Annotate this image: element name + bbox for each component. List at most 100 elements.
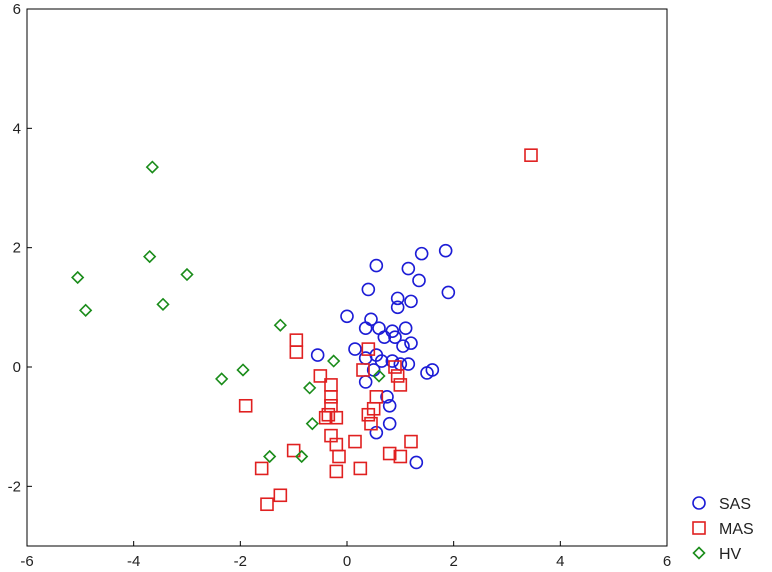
series-mas <box>238 148 538 512</box>
mas-point <box>393 449 408 464</box>
sas-point <box>390 291 405 306</box>
hv-point <box>327 354 341 368</box>
mas-point <box>321 407 336 422</box>
sas-point <box>409 455 424 470</box>
hv-point <box>236 363 250 377</box>
sas-point <box>369 258 384 273</box>
y-tick-label: 6 <box>13 1 21 18</box>
hv-point <box>180 267 194 282</box>
legend-label-hv: HV <box>719 546 742 563</box>
mas-point <box>361 407 376 422</box>
mas-point <box>289 345 304 359</box>
mas-point <box>329 410 344 425</box>
mas-point <box>388 360 402 374</box>
mas-point <box>361 342 376 356</box>
mas-point <box>318 410 333 425</box>
sas-point <box>401 357 416 371</box>
mas-point <box>524 148 538 162</box>
x-tick-label: -2 <box>234 553 247 570</box>
hv-point <box>263 449 277 464</box>
y-tick-label: 2 <box>13 240 21 257</box>
sas-point <box>396 339 410 353</box>
sas-point <box>401 261 416 276</box>
mas-point <box>356 363 370 377</box>
legend-item-mas: MAS <box>692 521 754 538</box>
sas-point <box>380 390 394 404</box>
legend-marker-hv <box>692 546 706 560</box>
legend-label-sas: SAS <box>719 496 751 513</box>
mas-point <box>324 398 338 413</box>
x-tick-label: 0 <box>343 553 351 570</box>
mas-point <box>313 369 328 383</box>
y-tick-label: 4 <box>13 120 21 137</box>
sas-point <box>382 416 397 431</box>
hv-point <box>295 449 309 464</box>
y-tick-label: -2 <box>8 478 21 495</box>
sas-point <box>372 321 386 336</box>
legend: SAS MAS HV <box>692 496 754 563</box>
legend-marker-mas <box>692 521 706 535</box>
sas-point <box>398 321 413 336</box>
legend-label-mas: MAS <box>719 521 754 538</box>
series-hv <box>71 160 386 464</box>
mas-point <box>324 390 338 404</box>
x-tick-label: 2 <box>449 553 457 570</box>
sas-point <box>340 309 354 324</box>
mas-point <box>238 398 253 413</box>
hv-point <box>305 417 319 431</box>
data-points <box>71 148 538 512</box>
y-axis: -2 0 2 4 6 <box>8 1 32 495</box>
sas-point <box>404 294 418 309</box>
x-tick-label: -4 <box>127 553 140 570</box>
mas-point <box>329 464 344 479</box>
x-axis: -6 -4 -2 0 2 4 6 <box>20 541 671 570</box>
mas-point <box>260 497 274 512</box>
x-tick-label: -6 <box>20 553 33 570</box>
mas-point <box>273 488 288 503</box>
sas-point <box>412 273 426 288</box>
sas-point <box>441 285 456 300</box>
hv-point <box>303 381 317 395</box>
sas-point <box>404 336 418 350</box>
mas-point <box>332 449 346 464</box>
sas-point <box>358 351 373 365</box>
mas-point <box>390 369 405 383</box>
sas-point <box>358 321 373 336</box>
hv-point <box>273 318 287 332</box>
y-tick-label: 0 <box>13 359 21 376</box>
legend-item-hv: HV <box>692 546 742 563</box>
plot-area-frame <box>26 8 668 547</box>
hv-point <box>156 297 170 311</box>
sas-point <box>382 398 397 413</box>
sas-point <box>438 243 453 258</box>
sas-point <box>358 375 373 389</box>
sas-point <box>390 300 405 315</box>
hv-point <box>215 372 229 386</box>
mas-point <box>353 461 368 476</box>
sas-point <box>414 246 429 261</box>
mas-point <box>289 333 304 347</box>
sas-point <box>361 282 376 297</box>
x-tick-label: 4 <box>556 553 564 570</box>
mas-point <box>404 434 418 449</box>
mas-point <box>364 416 378 431</box>
sas-point <box>420 366 434 380</box>
legend-item-sas: SAS <box>692 496 751 513</box>
sas-point <box>388 330 402 344</box>
hv-point <box>143 249 157 264</box>
mas-point <box>348 434 362 449</box>
legend-marker-sas <box>692 496 706 510</box>
mas-point <box>286 443 301 458</box>
hv-point <box>372 369 386 383</box>
mas-point <box>393 378 408 392</box>
x-tick-label: 6 <box>663 553 671 570</box>
hv-point <box>71 270 85 285</box>
hv-point <box>79 303 93 317</box>
sas-point <box>377 330 392 344</box>
sas-point <box>348 342 362 356</box>
mas-point <box>254 461 269 476</box>
hv-point <box>145 160 159 174</box>
sas-point <box>310 348 325 362</box>
mas-point <box>382 446 397 461</box>
